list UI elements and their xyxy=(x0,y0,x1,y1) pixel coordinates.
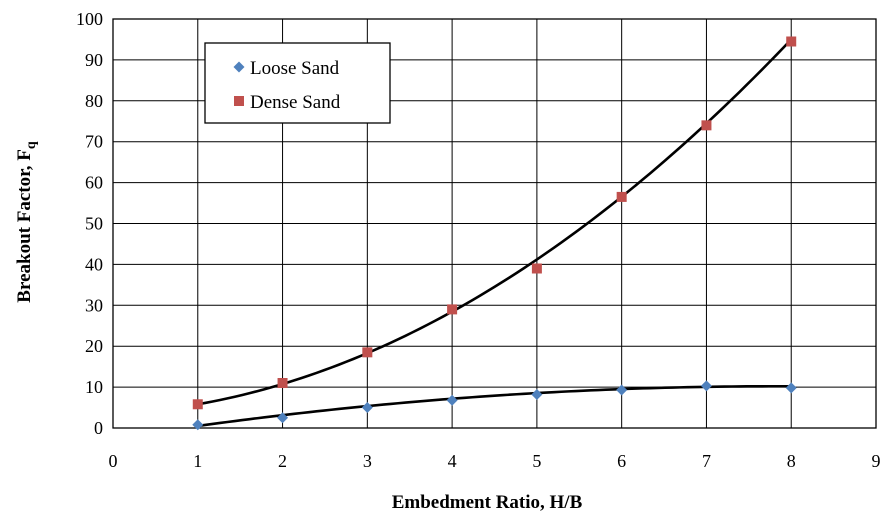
point-dense-sand xyxy=(192,399,203,410)
x-tick-label: 2 xyxy=(278,451,287,471)
y-tick-labels: 0 10 20 30 40 50 60 70 80 90 100 xyxy=(76,9,103,438)
y-tick-label: 100 xyxy=(76,9,103,29)
x-tick-label: 7 xyxy=(702,451,711,471)
x-tick-label: 1 xyxy=(193,451,202,471)
x-tick-label: 9 xyxy=(872,451,881,471)
point-dense-sand xyxy=(277,378,288,389)
y-tick-label: 90 xyxy=(85,50,103,70)
y-tick-label: 60 xyxy=(85,173,103,193)
point-loose-sand xyxy=(531,388,543,400)
x-tick-label: 0 xyxy=(109,451,118,471)
x-tick-label: 4 xyxy=(448,451,457,471)
x-tick-label: 5 xyxy=(532,451,541,471)
x-tick-label: 3 xyxy=(363,451,372,471)
legend-marker-dense-sand xyxy=(234,96,244,106)
y-tick-label: 40 xyxy=(85,254,103,274)
point-dense-sand xyxy=(531,263,542,274)
y-tick-label: 10 xyxy=(85,377,103,397)
trendline-loose-sand xyxy=(197,384,792,428)
y-tick-label: 80 xyxy=(85,91,103,111)
point-dense-sand xyxy=(616,191,627,202)
trendlines xyxy=(197,38,793,428)
point-loose-sand xyxy=(700,380,712,392)
point-dense-sand xyxy=(447,304,458,315)
point-dense-sand xyxy=(701,120,712,131)
point-loose-sand xyxy=(192,419,204,431)
y-tick-label: 30 xyxy=(85,295,103,315)
point-loose-sand xyxy=(361,402,373,414)
point-dense-sand xyxy=(362,347,373,358)
y-tick-label: 20 xyxy=(85,336,103,356)
y-axis-title-main: Breakout Factor, F xyxy=(14,149,35,303)
y-axis-title-subscript: q xyxy=(24,141,39,149)
legend: Loose Sand Dense Sand xyxy=(204,42,391,124)
y-tick-label: 50 xyxy=(85,214,103,234)
legend-label-loose-sand: Loose Sand xyxy=(250,58,340,79)
plot-area-frame xyxy=(112,18,877,429)
x-tick-labels: 0 1 2 3 4 5 6 7 8 9 xyxy=(109,451,881,471)
y-tick-label: 0 xyxy=(94,418,103,438)
y-axis-title: Breakout Factor, Fq xyxy=(14,141,39,303)
legend-marker-loose-sand xyxy=(233,61,245,73)
legend-box xyxy=(204,42,391,124)
x-axis-title: Embedment Ratio, H/B xyxy=(392,492,583,513)
data-points xyxy=(192,36,797,431)
x-tick-label: 6 xyxy=(617,451,626,471)
point-loose-sand xyxy=(785,382,797,394)
point-loose-sand xyxy=(446,394,458,406)
point-dense-sand xyxy=(786,36,797,47)
y-tick-label: 70 xyxy=(85,132,103,152)
trendline-dense-sand xyxy=(197,38,793,406)
legend-label-dense-sand: Dense Sand xyxy=(250,92,341,113)
point-loose-sand xyxy=(616,384,628,396)
point-loose-sand xyxy=(277,412,289,424)
x-tick-label: 8 xyxy=(787,451,796,471)
